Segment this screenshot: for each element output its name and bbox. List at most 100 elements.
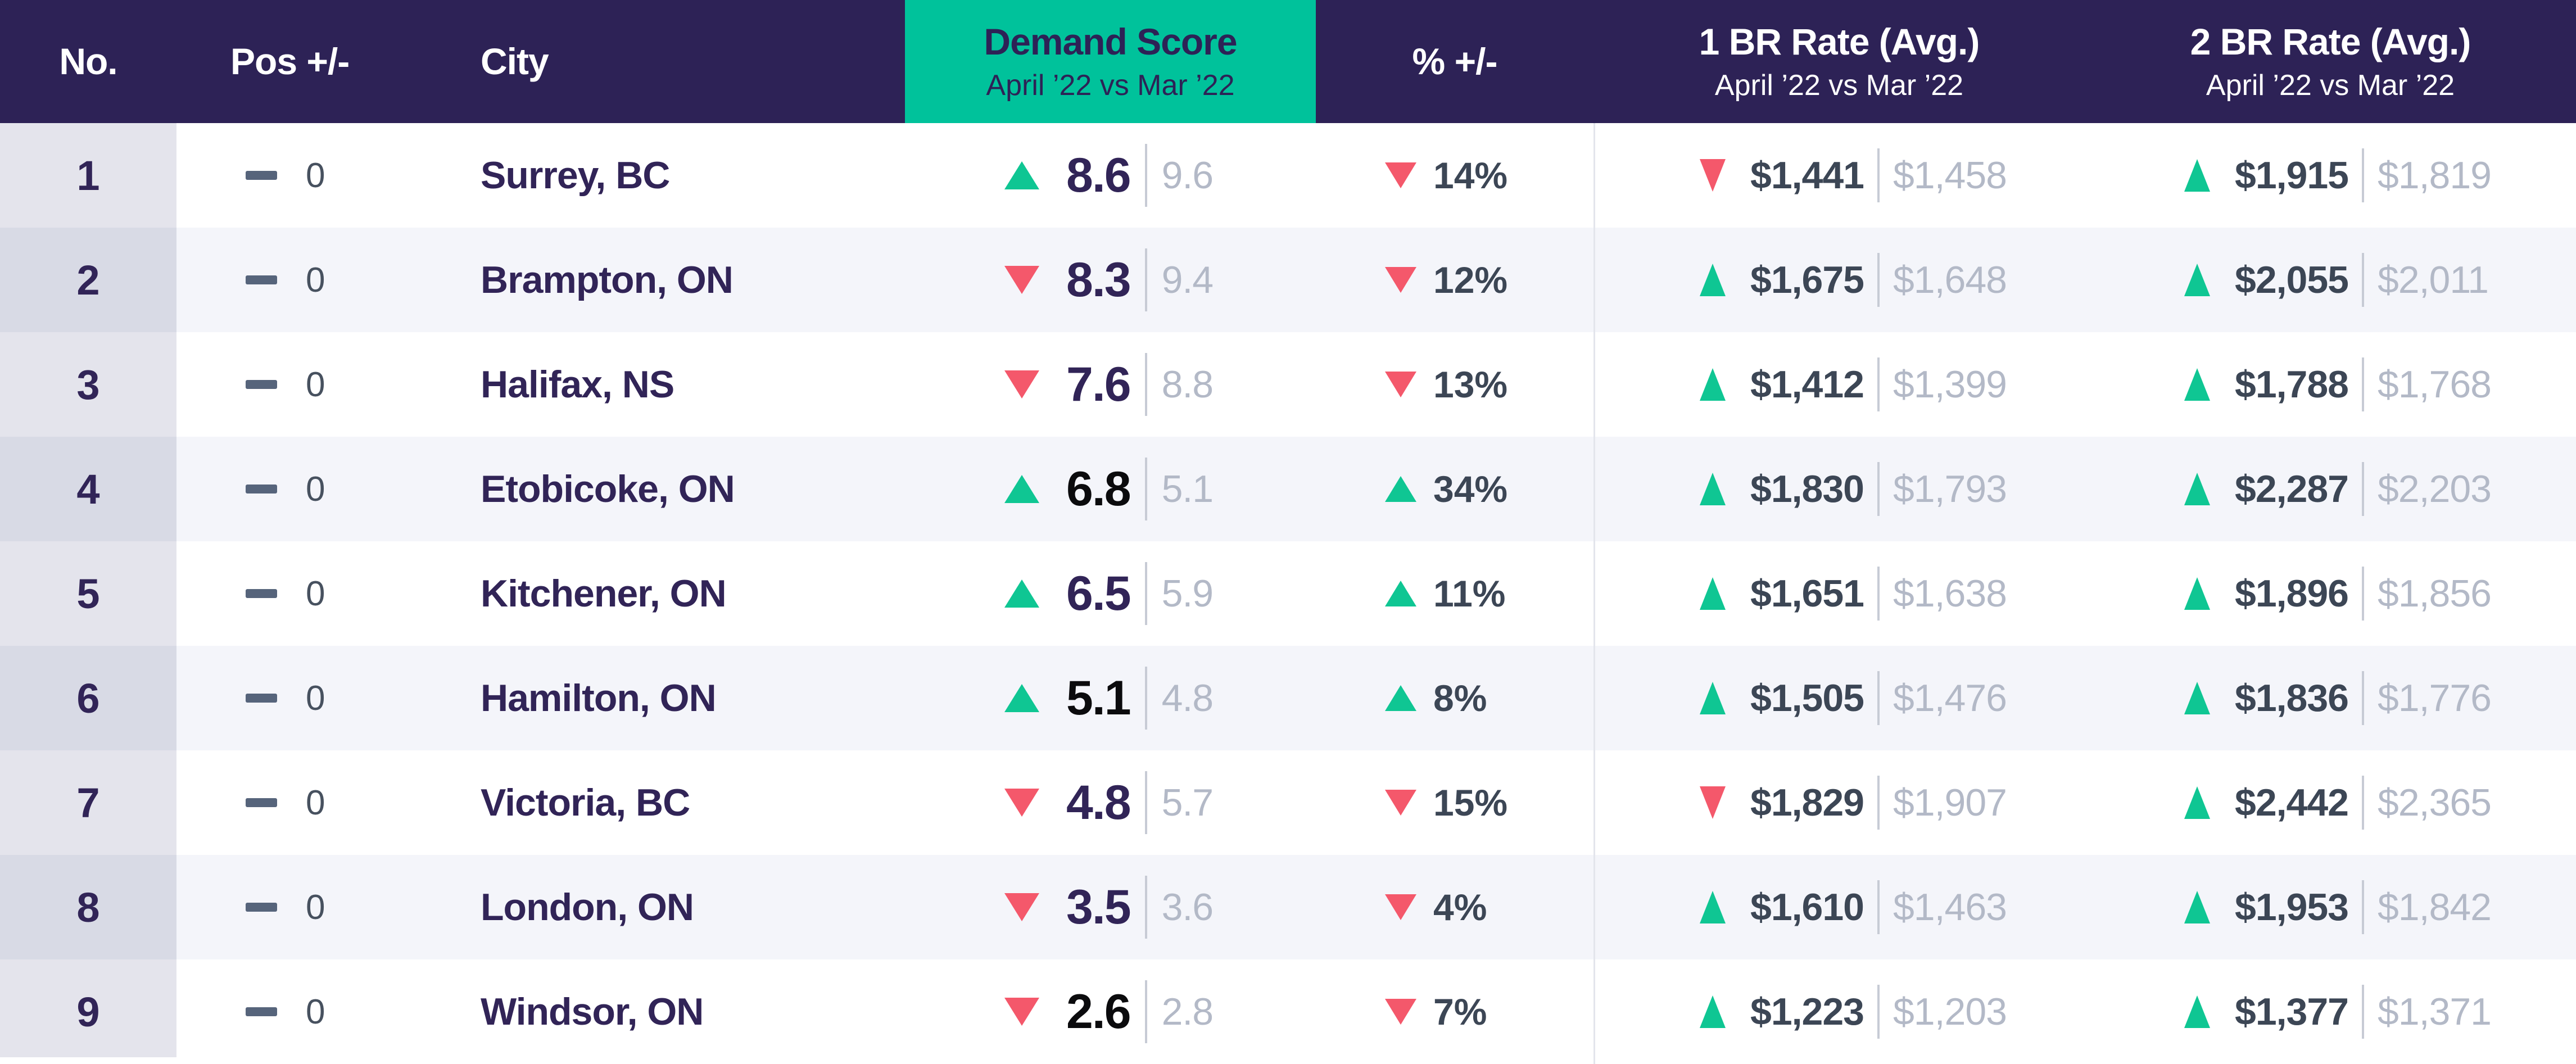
city-cell: Windsor, ON <box>444 959 905 1064</box>
trend-up-icon <box>1700 473 1726 505</box>
position-change-cell: 0 <box>176 332 444 437</box>
1br-rate-current: $1,610 <box>1750 886 1864 929</box>
value-separator <box>2361 253 2364 307</box>
no-change-dash-icon <box>246 485 277 493</box>
1br-rate-cell: $1,412 $1,399 <box>1593 332 2085 437</box>
value-separator <box>1144 771 1147 834</box>
demand-score-cell: 7.6 8.8 <box>905 332 1316 437</box>
trend-up-icon <box>2184 264 2210 296</box>
city-cell: Brampton, ON <box>444 228 905 332</box>
2br-rate-previous: $1,819 <box>2377 154 2492 197</box>
trend-up-icon <box>2184 473 2210 505</box>
table-row: 4 0 Etobicoke, ON 6.8 5.1 34% $1,830 $1,… <box>0 437 2576 541</box>
trend-up-icon <box>1700 682 1726 714</box>
2br-rate-previous: $2,011 <box>2377 259 2489 301</box>
rank-number: 1 <box>76 152 100 199</box>
city-name: Brampton, ON <box>481 259 734 301</box>
value-separator <box>2361 462 2364 516</box>
trend-down-icon <box>1385 372 1416 397</box>
rank-number: 9 <box>76 988 100 1035</box>
percent-change-value: 34% <box>1433 468 1508 510</box>
city-name: Victoria, BC <box>481 781 690 824</box>
table-row: 3 0 Halifax, NS 7.6 8.8 13% $1,412 $1,39… <box>0 332 2576 437</box>
value-separator <box>1144 353 1147 416</box>
1br-rate-current: $1,223 <box>1750 990 1864 1033</box>
demand-score-cell: 4.8 5.7 <box>905 750 1316 855</box>
2br-rate-cell: $1,788 $1,768 <box>2085 332 2576 437</box>
trend-up-icon <box>1385 581 1416 606</box>
position-change-cell: 0 <box>176 228 444 332</box>
1br-rate-previous: $1,907 <box>1893 781 2007 824</box>
column-header-1br-rate: 1 BR Rate (Avg.) April ’22 vs Mar ’22 <box>1593 0 2085 123</box>
demand-score-cell: 8.6 9.6 <box>905 123 1316 228</box>
rank-number: 5 <box>76 570 100 617</box>
1br-rate-title: 1 BR Rate (Avg.) <box>1699 20 1980 62</box>
value-separator <box>1144 248 1147 311</box>
trend-up-icon <box>1385 685 1416 711</box>
city-name: Hamilton, ON <box>481 677 717 719</box>
demand-score-previous: 2.8 <box>1161 990 1214 1033</box>
2br-rate-current: $1,953 <box>2235 886 2349 929</box>
trend-up-icon <box>1004 684 1039 712</box>
2br-rate-previous: $2,365 <box>2377 781 2492 824</box>
demand-score-previous: 3.6 <box>1161 886 1214 929</box>
trend-down-icon <box>1004 789 1039 817</box>
demand-score-current: 4.8 <box>1066 775 1131 830</box>
trend-up-icon <box>1004 475 1039 503</box>
demand-score-current: 2.6 <box>1066 984 1131 1039</box>
position-change-value: 0 <box>306 888 325 927</box>
column-header-city: City <box>481 40 549 82</box>
value-separator <box>1877 462 1880 516</box>
2br-rate-cell: $2,287 $2,203 <box>2085 437 2576 541</box>
1br-rate-current: $1,505 <box>1750 677 1864 719</box>
2br-rate-current: $1,896 <box>2235 572 2349 615</box>
rank-cell: 1 <box>0 123 176 228</box>
city-cell: Victoria, BC <box>444 750 905 855</box>
rank-number: 6 <box>76 674 100 722</box>
2br-rate-subtitle: April ’22 vs Mar ’22 <box>2206 69 2455 102</box>
position-change-value: 0 <box>306 992 325 1031</box>
1br-rate-cell: $1,675 $1,648 <box>1593 228 2085 332</box>
table-header-row: No. Pos +/- City Demand Score April ’22 … <box>0 0 2576 123</box>
trend-down-icon <box>1700 159 1726 192</box>
2br-rate-previous: $1,371 <box>2377 990 2492 1033</box>
rank-number: 3 <box>76 361 100 408</box>
2br-rate-previous: $1,768 <box>2377 363 2492 406</box>
table-row: 5 0 Kitchener, ON 6.5 5.9 11% $1,651 $1,… <box>0 541 2576 646</box>
city-name: Etobicoke, ON <box>481 468 735 510</box>
1br-rate-current: $1,441 <box>1750 154 1864 197</box>
2br-rate-cell: $2,055 $2,011 <box>2085 228 2576 332</box>
percent-change-cell: 34% <box>1316 437 1593 541</box>
rank-cell: 2 <box>0 228 176 332</box>
percent-change-value: 7% <box>1433 991 1487 1033</box>
2br-rate-previous: $1,842 <box>2377 886 2492 929</box>
no-change-dash-icon <box>246 694 277 703</box>
trend-down-icon <box>1385 894 1416 920</box>
2br-rate-cell: $2,442 $2,365 <box>2085 750 2576 855</box>
percent-change-cell: 4% <box>1316 855 1593 959</box>
demand-score-cell: 2.6 2.8 <box>905 959 1316 1064</box>
1br-rate-current: $1,651 <box>1750 572 1864 615</box>
position-change-cell: 0 <box>176 646 444 750</box>
value-separator <box>2361 357 2364 411</box>
city-name: Kitchener, ON <box>481 572 727 615</box>
no-change-dash-icon <box>246 380 277 389</box>
rank-cell: 6 <box>0 646 176 750</box>
table-body: 1 0 Surrey, BC 8.6 9.6 14% $1,441 $1,458… <box>0 123 2576 1064</box>
column-header-pos: Pos +/- <box>230 40 350 82</box>
1br-rate-cell: $1,505 $1,476 <box>1593 646 2085 750</box>
demand-score-current: 5.1 <box>1066 671 1131 725</box>
percent-change-value: 12% <box>1433 259 1508 301</box>
demand-score-previous: 5.7 <box>1161 781 1214 824</box>
no-change-dash-icon <box>246 275 277 284</box>
position-change-cell: 0 <box>176 750 444 855</box>
position-change-cell: 0 <box>176 123 444 228</box>
demand-score-previous: 5.9 <box>1161 572 1214 615</box>
rank-cell: 3 <box>0 332 176 437</box>
percent-change-cell: 8% <box>1316 646 1593 750</box>
1br-rate-cell: $1,829 $1,907 <box>1593 750 2085 855</box>
2br-rate-current: $1,836 <box>2235 677 2349 719</box>
value-separator <box>1144 562 1147 625</box>
value-separator <box>1877 776 1880 830</box>
